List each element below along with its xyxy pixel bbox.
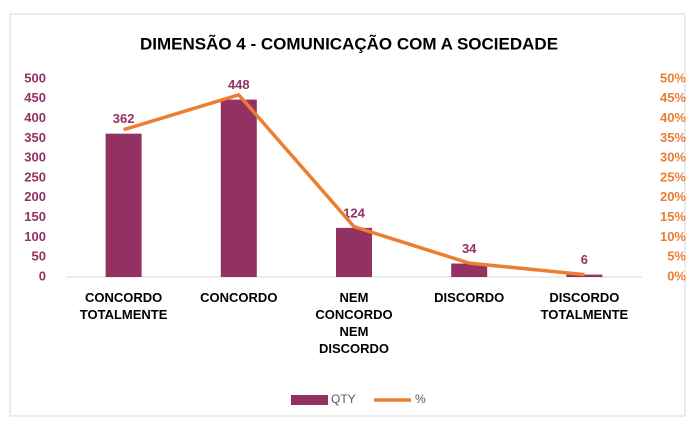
y2-tick-label: 45% xyxy=(660,90,686,105)
data-label: 34 xyxy=(462,241,477,256)
x-tick-label: CONCORDO xyxy=(200,290,278,305)
legend-swatch xyxy=(291,395,328,405)
y2-tick-label: 10% xyxy=(660,229,686,244)
bar xyxy=(336,227,372,277)
line-series xyxy=(123,93,585,277)
x-tick-label: NEM CONCORDO NEM DISCORDO xyxy=(315,290,393,356)
x-tick-label: DISCORDO TOTALMENTE xyxy=(540,290,629,322)
bar xyxy=(566,274,603,277)
chart-title: DIMENSÃO 4 - COMUNICAÇÃO COM A SOCIEDADE xyxy=(140,33,558,53)
bar xyxy=(451,263,488,277)
x-tick-label: DISCORDO xyxy=(434,290,505,305)
y-tick-label: 450 xyxy=(24,90,46,105)
y2-tick-label: 20% xyxy=(660,189,686,204)
y2-tick-label: 15% xyxy=(660,209,686,224)
y-tick-label: 50 xyxy=(32,249,46,264)
y2-tick-label: 50% xyxy=(660,70,686,85)
y-tick-label: 100 xyxy=(24,229,46,244)
legend-label: % xyxy=(415,392,426,406)
y-tick-label: 300 xyxy=(24,150,46,165)
data-label: 448 xyxy=(228,77,250,92)
data-label: 124 xyxy=(343,205,365,220)
y-tick-label: 400 xyxy=(24,110,46,125)
x-tick-label: CONCORDO TOTALMENTE xyxy=(79,290,168,322)
y-tick-label: 250 xyxy=(24,169,46,184)
y2-tick-label: 40% xyxy=(660,110,686,125)
y-tick-label: 500 xyxy=(24,70,46,85)
y2-tick-label: 30% xyxy=(660,150,686,165)
y2-tick-label: 5% xyxy=(667,249,686,264)
y-tick-label: 150 xyxy=(24,209,46,224)
y2-tick-label: 0% xyxy=(667,268,686,283)
y-tick-label: 0 xyxy=(39,268,46,283)
y-tick-label: 200 xyxy=(24,189,46,204)
y-tick-label: 350 xyxy=(24,130,46,145)
y2-tick-label: 35% xyxy=(660,130,686,145)
legend-label: QTY xyxy=(331,392,356,406)
bar xyxy=(105,133,142,277)
data-label: 362 xyxy=(113,111,135,126)
y2-tick-label: 25% xyxy=(660,169,686,184)
bar xyxy=(220,99,257,277)
data-label: 6 xyxy=(581,252,588,267)
